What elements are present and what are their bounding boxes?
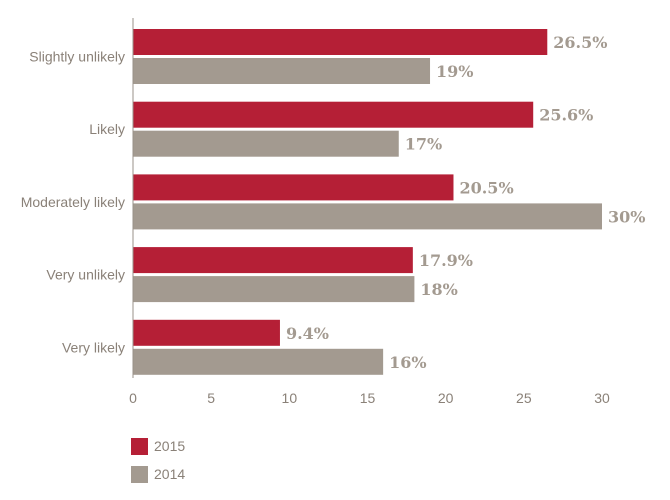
value-label-2015-moderately-likely: 20.5% — [459, 178, 513, 197]
x-tick-label-20: 20 — [438, 390, 454, 406]
bar-2014-very-likely — [133, 348, 384, 375]
value-label-2014-very-unlikely: 18% — [420, 280, 457, 299]
bar-2014-slightly-unlikely — [133, 58, 431, 84]
legend-label-2015: 2015 — [154, 438, 186, 454]
value-label-2015-very-unlikely: 17.9% — [419, 251, 473, 270]
legend-item-2015: 2015 — [131, 437, 185, 455]
x-tick-label-15: 15 — [360, 390, 376, 406]
bar-2015-very-likely — [133, 319, 280, 346]
x-tick-label-5: 5 — [207, 390, 215, 406]
x-tick-label-30: 30 — [594, 390, 610, 406]
x-tick-label-25: 25 — [516, 390, 532, 406]
x-tick-label-0: 0 — [129, 390, 137, 406]
value-label-2014-likely: 17% — [405, 135, 442, 154]
legend: 2015 2014 — [131, 437, 185, 493]
x-tick-label-10: 10 — [282, 390, 298, 406]
category-label-moderately-likely: Moderately likely — [21, 194, 125, 210]
category-label-very-likely: Very likely — [62, 339, 125, 355]
value-label-2014-slightly-unlikely: 19% — [436, 62, 473, 81]
category-label-very-unlikely: Very unlikely — [46, 267, 125, 283]
bar-2015-slightly-unlikely — [133, 29, 548, 55]
legend-label-2014: 2014 — [154, 466, 186, 482]
bar-2015-very-unlikely — [133, 247, 413, 274]
legend-swatch-2015 — [131, 437, 148, 455]
legend-swatch-2014 — [131, 465, 148, 483]
legend-item-2014: 2014 — [131, 465, 185, 483]
value-label-2015-very-likely: 9.4% — [286, 324, 329, 343]
value-label-2015-slightly-unlikely: 26.5% — [553, 33, 607, 52]
category-labels: Slightly unlikely Likely Moderately likely… — [21, 49, 125, 356]
value-label-2014-very-likely: 16% — [389, 353, 426, 372]
bar-2014-moderately-likely — [133, 203, 602, 230]
category-label-likely: Likely — [89, 121, 125, 137]
value-label-2015-likely: 25.6% — [539, 106, 593, 125]
value-label-2014-moderately-likely: 30% — [608, 207, 645, 226]
category-label-slightly-unlikely: Slightly unlikely — [29, 49, 125, 65]
bar-2015-moderately-likely — [133, 174, 454, 201]
bar-2014-likely — [133, 130, 399, 157]
bar-2014-very-unlikely — [133, 276, 415, 303]
bars-layer — [133, 29, 602, 375]
value-labels: 26.5% 19% 25.6% 17% 20.5% 30% 17.9% 18% 9.4% 16% — [286, 33, 646, 372]
bar-2015-likely — [133, 101, 534, 128]
x-axis-ticks: 0 5 10 15 20 25 30 — [129, 390, 610, 406]
